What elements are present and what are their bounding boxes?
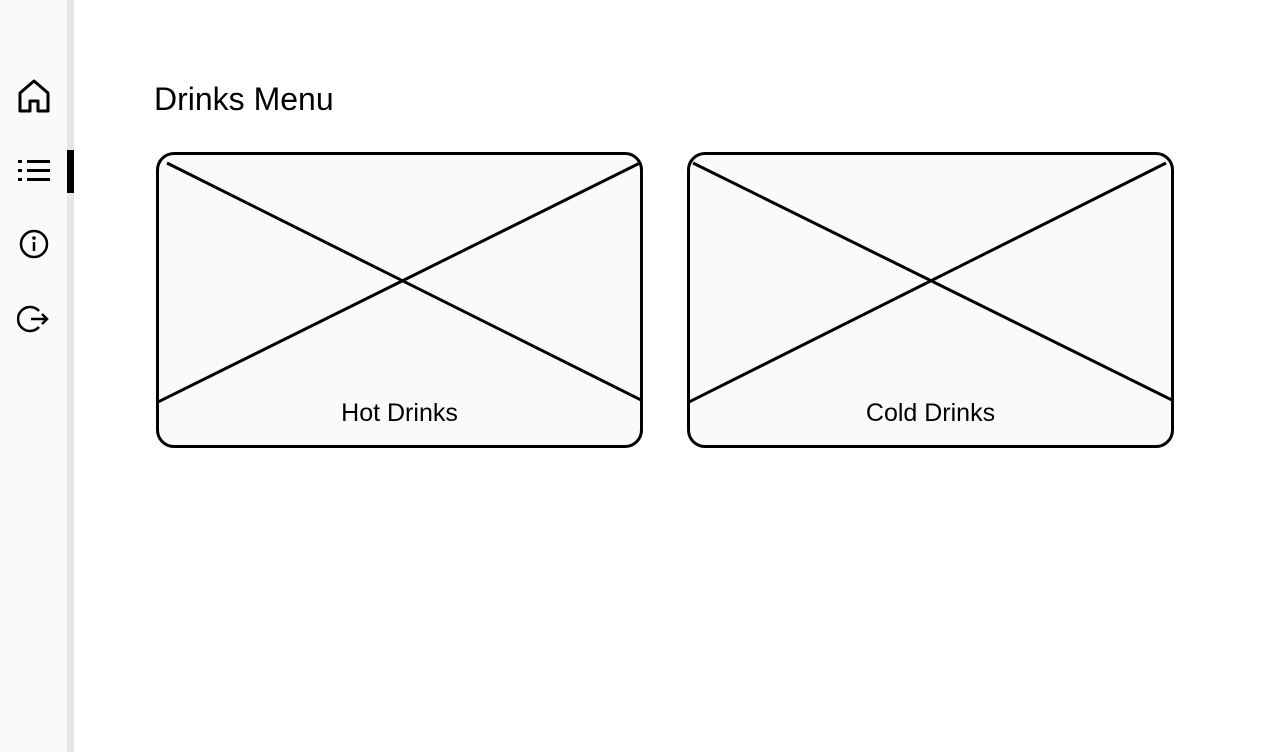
image-placeholder-icon <box>159 161 640 404</box>
sidebar-divider <box>67 0 74 752</box>
card-hot-drinks[interactable]: Hot Drinks <box>156 152 643 448</box>
sidebar-item-menu[interactable] <box>0 149 67 193</box>
card-label: Cold Drinks <box>865 399 996 427</box>
active-nav-indicator <box>67 150 74 193</box>
card-label: Hot Drinks <box>341 399 458 427</box>
sidebar-item-info[interactable] <box>0 222 67 266</box>
list-icon <box>17 160 50 181</box>
info-icon <box>19 229 48 259</box>
logout-icon <box>16 305 49 333</box>
sidebar <box>0 0 67 752</box>
page-title: Drinks Menu <box>154 81 334 117</box>
image-placeholder-icon <box>690 161 1171 404</box>
home-icon <box>18 79 49 113</box>
sidebar-item-logout[interactable] <box>0 297 67 341</box>
card-cold-drinks[interactable]: Cold Drinks <box>687 152 1174 448</box>
sidebar-item-home[interactable] <box>0 74 67 118</box>
